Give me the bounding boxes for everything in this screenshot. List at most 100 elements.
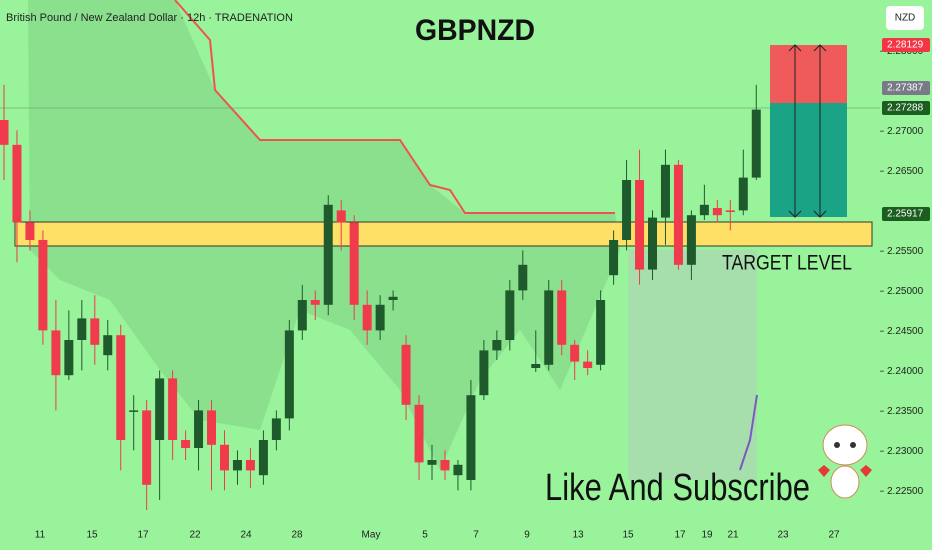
chart-title: GBPNZD bbox=[415, 14, 535, 47]
candle-body bbox=[181, 440, 191, 448]
candle-body bbox=[103, 335, 113, 356]
candle-body bbox=[492, 340, 502, 351]
candle-body bbox=[738, 177, 748, 211]
x-tick-label: May bbox=[362, 530, 381, 541]
candle-body bbox=[544, 290, 554, 365]
candle-body bbox=[0, 120, 9, 145]
candle-body bbox=[583, 361, 593, 368]
stop-zone bbox=[770, 45, 847, 103]
price-tag-label: 2.27387 bbox=[887, 83, 924, 94]
candle-body bbox=[686, 215, 696, 265]
y-tick-label: 2.23000 bbox=[887, 446, 924, 457]
y-tick-label: 2.25500 bbox=[887, 246, 924, 257]
candle-body bbox=[699, 204, 709, 216]
candle-body bbox=[77, 318, 87, 340]
price-tag-label: 2.27288 bbox=[887, 103, 924, 114]
indicator-line bbox=[174, 0, 615, 214]
candle-body bbox=[427, 460, 437, 465]
candle-body bbox=[142, 410, 152, 485]
x-tick-label: 19 bbox=[701, 530, 713, 541]
candle-body bbox=[129, 410, 139, 412]
candle-body bbox=[596, 300, 606, 365]
candle-body bbox=[622, 180, 632, 240]
candle-body bbox=[168, 378, 178, 440]
candle-body bbox=[25, 222, 35, 240]
candle-body bbox=[712, 208, 722, 216]
y-tick-label: 2.26500 bbox=[887, 166, 924, 177]
y-tick-label: 2.24000 bbox=[887, 366, 924, 377]
x-tick-label: 17 bbox=[674, 530, 686, 541]
shaded-zone bbox=[628, 250, 757, 480]
candle-body bbox=[258, 440, 268, 476]
candle-body bbox=[505, 290, 515, 340]
x-tick-label: 24 bbox=[240, 530, 252, 541]
currency: NZD bbox=[895, 13, 916, 24]
candle-body bbox=[336, 210, 346, 223]
candle-body bbox=[38, 240, 48, 331]
price-tag-label: 2.25917 bbox=[887, 209, 924, 220]
currency-box bbox=[886, 6, 924, 30]
candle-body bbox=[310, 300, 320, 305]
candle-body bbox=[284, 330, 294, 419]
target-label: TARGET LEVEL bbox=[722, 252, 852, 275]
candle-body bbox=[673, 164, 683, 265]
x-tick-label: 22 bbox=[189, 530, 201, 541]
candle-body bbox=[232, 460, 242, 471]
x-tick-label: 15 bbox=[86, 530, 98, 541]
candle-body bbox=[207, 410, 217, 445]
candle-body bbox=[479, 350, 489, 396]
candle-body bbox=[388, 296, 398, 300]
candle-body bbox=[116, 335, 126, 440]
y-tick-label: 2.25000 bbox=[887, 286, 924, 297]
candle-body bbox=[440, 460, 450, 471]
candle-body bbox=[751, 109, 761, 178]
candle-body bbox=[414, 404, 424, 463]
price-tag bbox=[882, 207, 930, 221]
price-tag bbox=[882, 101, 930, 115]
candle-body bbox=[245, 460, 255, 471]
candle-body bbox=[90, 318, 100, 345]
candle-body bbox=[557, 290, 567, 345]
candle-body bbox=[297, 300, 307, 331]
candle-body bbox=[219, 444, 229, 471]
price-tag bbox=[882, 81, 930, 95]
cta-text: Like And Subscribe bbox=[545, 467, 810, 509]
candle-body bbox=[466, 395, 476, 480]
candle-body bbox=[51, 330, 61, 376]
header: British Pound / New Zealand Dollar · 12h… bbox=[6, 12, 293, 24]
candle-body bbox=[660, 164, 670, 218]
candle-body bbox=[323, 204, 333, 305]
y-tick-label: 2.27000 bbox=[887, 126, 924, 137]
x-tick-label: 23 bbox=[777, 530, 789, 541]
y-tick-label: 2.24500 bbox=[887, 326, 924, 337]
x-tick-label: 13 bbox=[572, 530, 584, 541]
x-axis bbox=[0, 510, 932, 550]
candle-body bbox=[725, 210, 735, 212]
candle-body bbox=[531, 364, 541, 368]
x-tick-label: 21 bbox=[727, 530, 739, 541]
candle-body bbox=[64, 340, 74, 376]
candle-body bbox=[12, 144, 22, 223]
candle-body bbox=[453, 464, 463, 476]
price-tag-label: 2.28129 bbox=[887, 40, 924, 51]
sticker bbox=[818, 424, 872, 499]
candle-body bbox=[271, 418, 281, 440]
x-tick-label: 5 bbox=[422, 530, 428, 541]
target-zone bbox=[14, 221, 873, 247]
candle-body bbox=[375, 304, 385, 331]
x-tick-label: 27 bbox=[828, 530, 840, 541]
indicator-line-2 bbox=[739, 394, 758, 471]
candle-body bbox=[570, 344, 580, 362]
x-tick-label: 9 bbox=[524, 530, 530, 541]
y-tick-label: 2.22500 bbox=[887, 486, 924, 497]
candle-body bbox=[401, 344, 411, 405]
x-tick-label: 11 bbox=[35, 530, 46, 541]
price-tag bbox=[882, 38, 930, 52]
arrow-heads bbox=[788, 44, 827, 218]
candle-body bbox=[518, 264, 528, 291]
x-tick-label: 7 bbox=[473, 530, 479, 541]
x-tick-label: 15 bbox=[622, 530, 634, 541]
y-tick-label: 2.23500 bbox=[887, 406, 924, 417]
x-tick-label: 17 bbox=[137, 530, 149, 541]
